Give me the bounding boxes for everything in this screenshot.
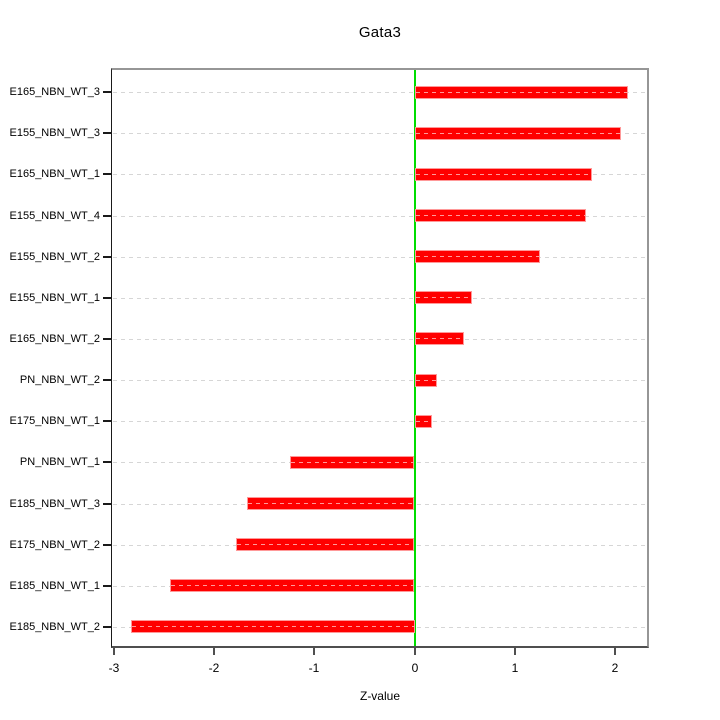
grid-line (113, 133, 646, 134)
bar-grid-overlay (416, 256, 539, 257)
y-axis-label: E155_NBN_WT_3 (9, 127, 101, 139)
y-axis-tick (103, 256, 111, 258)
bar (290, 456, 414, 469)
grid-line (113, 257, 646, 258)
x-axis-tick (113, 648, 115, 655)
bar (415, 127, 621, 140)
bar-grid-overlay (416, 380, 436, 381)
y-axis-label: E165_NBN_WT_2 (9, 333, 101, 345)
bar (415, 168, 592, 181)
bar (247, 497, 414, 510)
bar (415, 209, 586, 222)
grid-line (113, 339, 646, 340)
x-axis-tick (614, 648, 616, 655)
bar-grid-overlay (237, 544, 413, 545)
y-axis-tick (103, 132, 111, 134)
bar (415, 250, 540, 263)
y-axis-label: E155_NBN_WT_4 (9, 210, 101, 222)
x-axis-tick-label: -2 (208, 661, 220, 675)
bar-grid-overlay (416, 215, 585, 216)
bar (415, 86, 628, 99)
zero-reference-line (414, 70, 416, 646)
bar-grid-overlay (132, 626, 414, 627)
bar (236, 538, 414, 551)
y-axis-tick (103, 420, 111, 422)
y-axis-tick (103, 461, 111, 463)
bar-grid-overlay (416, 174, 591, 175)
bar-grid-overlay (248, 503, 413, 504)
bar-grid-overlay (416, 338, 463, 339)
x-axis-title: Z-value (359, 689, 400, 703)
grid-line (113, 380, 646, 381)
grid-line (113, 216, 646, 217)
x-axis-tick-label: -1 (308, 661, 320, 675)
y-axis-tick (103, 297, 111, 299)
bar-grid-overlay (416, 421, 431, 422)
x-axis-tick-label: 2 (611, 661, 619, 675)
grid-line (113, 92, 646, 93)
x-axis-tick-label: 1 (511, 661, 519, 675)
y-axis-label: PN_NBN_WT_1 (19, 456, 100, 468)
y-axis-label: E175_NBN_WT_1 (9, 415, 101, 427)
bar (131, 620, 415, 633)
y-axis-label: PN_NBN_WT_2 (19, 374, 100, 386)
y-axis-tick (103, 585, 111, 587)
bar-grid-overlay (291, 462, 413, 463)
plot-area (111, 68, 649, 648)
y-axis-tick (103, 91, 111, 93)
y-axis-label: E165_NBN_WT_1 (9, 168, 101, 180)
bar (415, 374, 437, 387)
y-axis-label: E175_NBN_WT_2 (9, 539, 101, 551)
y-axis-label: E185_NBN_WT_2 (9, 621, 101, 633)
bar (170, 579, 414, 592)
y-axis-tick (103, 173, 111, 175)
y-axis-label: E185_NBN_WT_1 (9, 580, 101, 592)
y-axis-tick (103, 379, 111, 381)
y-axis-tick (103, 544, 111, 546)
bar-grid-overlay (171, 585, 413, 586)
bar (415, 291, 472, 304)
x-axis-tick (514, 648, 516, 655)
y-axis-tick (103, 338, 111, 340)
x-axis-tick (213, 648, 215, 655)
y-axis-tick (103, 503, 111, 505)
x-axis-tick-label: -3 (108, 661, 120, 675)
y-axis-label: E155_NBN_WT_1 (9, 292, 101, 304)
grid-line (113, 298, 646, 299)
grid-line (113, 174, 646, 175)
chart-title: Gata3 (358, 24, 402, 41)
bar-grid-overlay (416, 92, 627, 93)
x-axis-tick (313, 648, 315, 655)
y-axis-label: E185_NBN_WT_3 (9, 498, 101, 510)
grid-line (113, 421, 646, 422)
bar-grid-overlay (416, 297, 471, 298)
y-axis-tick (103, 626, 111, 628)
y-axis-tick (103, 215, 111, 217)
bar-grid-overlay (416, 133, 620, 134)
y-axis-label: E165_NBN_WT_3 (9, 86, 101, 98)
y-axis-label: E155_NBN_WT_2 (9, 251, 101, 263)
bar (415, 415, 432, 428)
bar (415, 332, 464, 345)
x-axis-tick-label: 0 (411, 661, 419, 675)
x-axis-tick (414, 648, 416, 655)
